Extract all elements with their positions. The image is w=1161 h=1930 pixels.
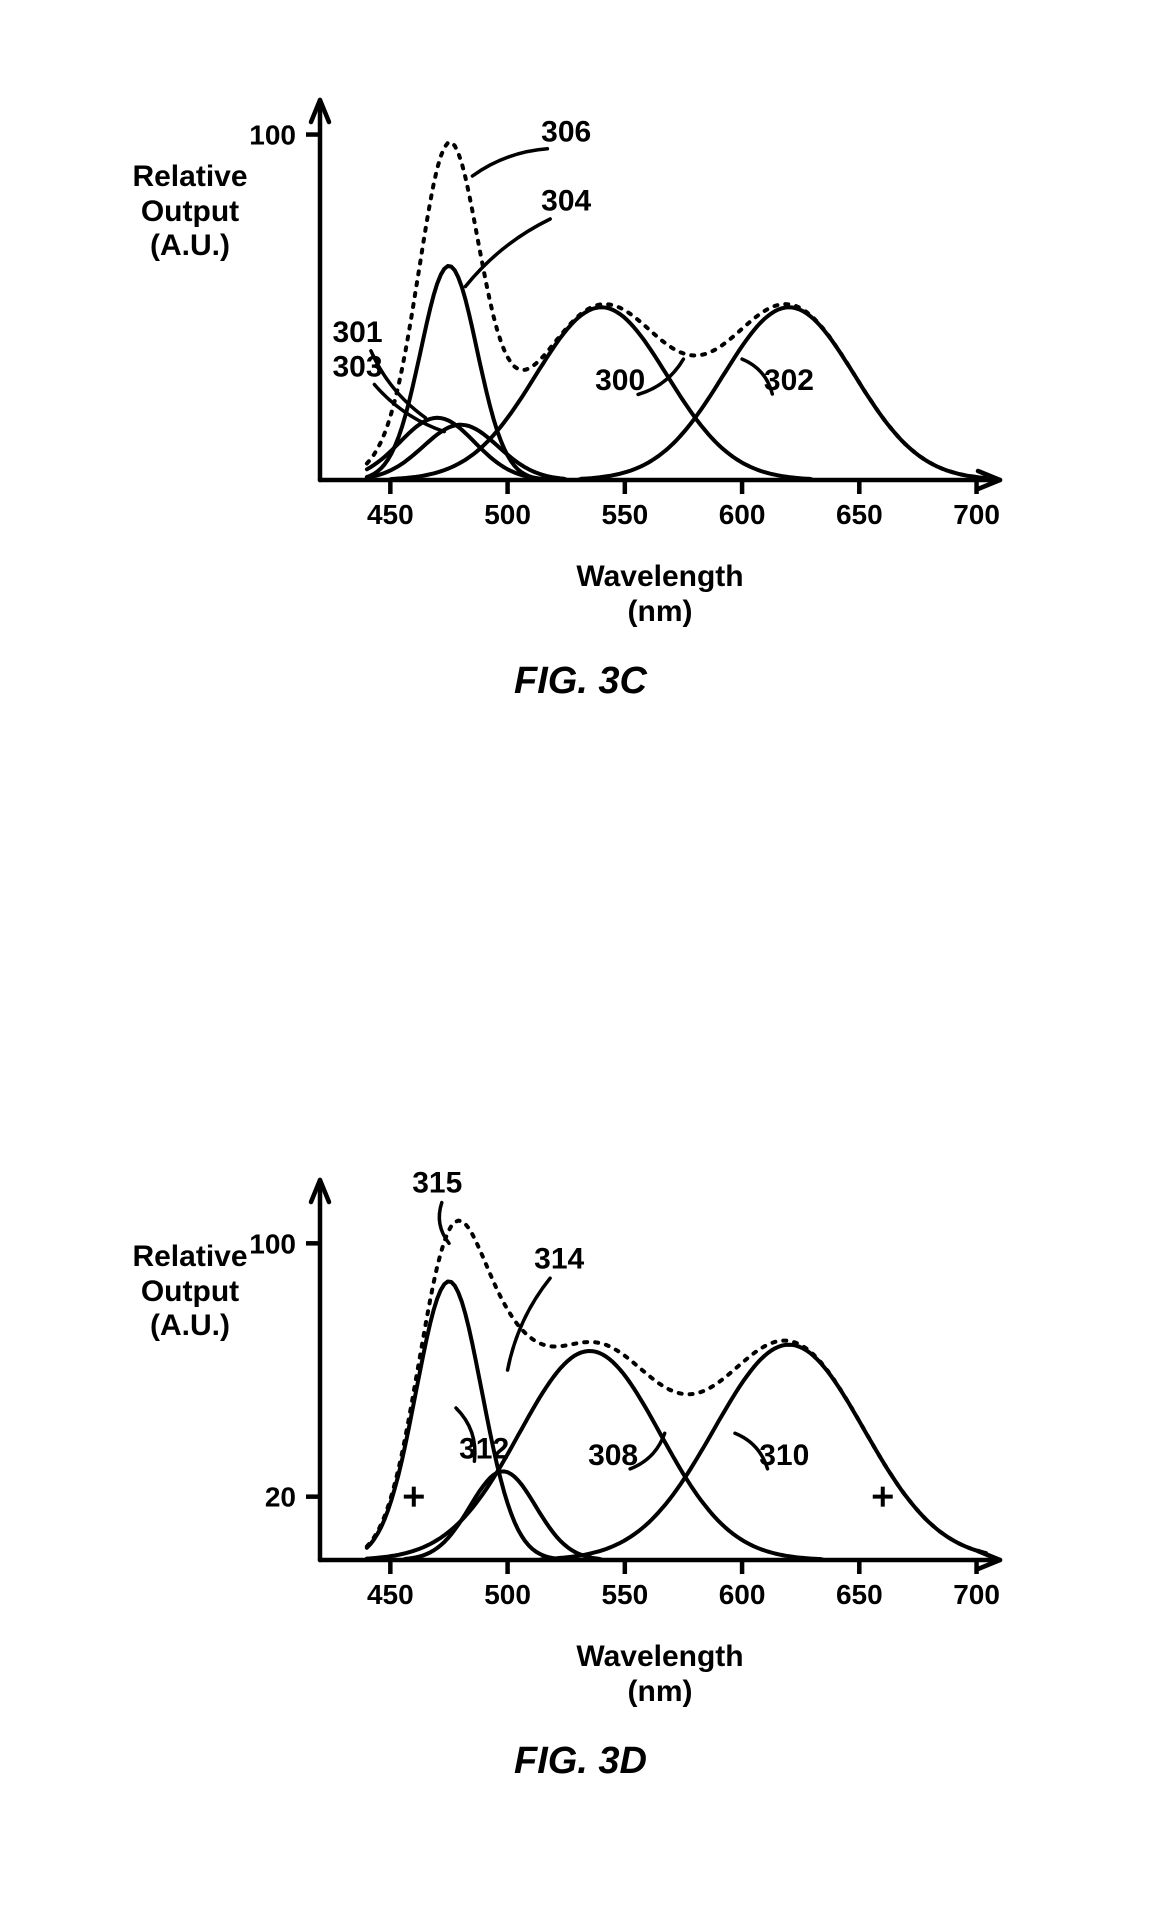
annotation-300: 300 (595, 364, 645, 397)
y-axis-label-line3: (A.U.) (150, 229, 230, 262)
plot-area-3d: 45050055060065070020100315314312308310 (280, 1140, 1040, 1610)
spectra-chart-3c: 450500550600650700100306304301303300302 (280, 60, 1040, 530)
panel-fig-3d: Relative Output (A.U.) 450 500 550 600 650 70… (0, 1120, 1161, 1840)
plot-area-3c: 450500550600650700100306304301303300302 (280, 60, 1040, 530)
curve-315 (367, 1221, 986, 1554)
curve-314 (367, 1471, 986, 1560)
spectra-chart-3d: 45050055060065070020100315314312308310 (280, 1140, 1040, 1610)
figure-caption-3d: FIG. 3D (0, 1740, 1161, 1783)
y-axis-label-line1: Relative (132, 1240, 247, 1273)
y-axis-label-line2: Output (141, 1275, 239, 1308)
x-axis-label: Wavelength (nm) (280, 560, 1040, 629)
svg-text:600: 600 (719, 1579, 766, 1610)
svg-text:500: 500 (484, 1579, 531, 1610)
annotation-314: 314 (534, 1243, 584, 1276)
svg-text:500: 500 (484, 499, 531, 530)
annotation-304: 304 (541, 185, 591, 218)
x-axis-label-line1: Wavelength (576, 560, 743, 593)
svg-text:450: 450 (367, 1579, 414, 1610)
leader-314 (508, 1278, 550, 1370)
y-axis-label: Relative Output (A.U.) (110, 1240, 270, 1344)
figure-caption-3c: FIG. 3C (0, 660, 1161, 703)
svg-text:700: 700 (953, 499, 1000, 530)
svg-text:550: 550 (601, 1579, 648, 1610)
svg-text:100: 100 (249, 120, 296, 151)
annotation-315: 315 (412, 1167, 462, 1200)
annotation-301: 301 (332, 316, 382, 349)
curve-304 (367, 266, 986, 480)
y-axis-label: Relative Output (A.U.) (110, 160, 270, 264)
y-axis-label-line3: (A.U.) (150, 1309, 230, 1342)
x-axis-label: Wavelength (nm) (280, 1640, 1040, 1709)
page: Relative Output (A.U.) 450 500 550 600 650 70… (0, 0, 1161, 1930)
annotation-303: 303 (332, 350, 382, 383)
y-axis-label-line2: Output (141, 195, 239, 228)
x-axis-label-line2: (nm) (628, 595, 693, 628)
svg-text:20: 20 (265, 1482, 296, 1513)
svg-text:100: 100 (249, 1228, 296, 1259)
annotation-306: 306 (541, 115, 591, 148)
curve-312 (367, 1282, 986, 1561)
svg-text:550: 550 (601, 499, 648, 530)
curve-300 (367, 307, 986, 480)
svg-text:700: 700 (953, 1579, 1000, 1610)
leader-304 (465, 219, 550, 287)
curve-301 (367, 418, 986, 480)
svg-text:650: 650 (836, 499, 883, 530)
panel-fig-3c: Relative Output (A.U.) 450 500 550 600 650 70… (0, 40, 1161, 760)
svg-text:450: 450 (367, 499, 414, 530)
svg-text:650: 650 (836, 1579, 883, 1610)
svg-text:600: 600 (719, 499, 766, 530)
annotation-312: 312 (459, 1433, 509, 1466)
y-axis-label-line1: Relative (132, 160, 247, 193)
leader-306 (472, 149, 547, 176)
x-axis-label-line1: Wavelength (576, 1640, 743, 1673)
x-axis-label-line2: (nm) (628, 1675, 693, 1708)
